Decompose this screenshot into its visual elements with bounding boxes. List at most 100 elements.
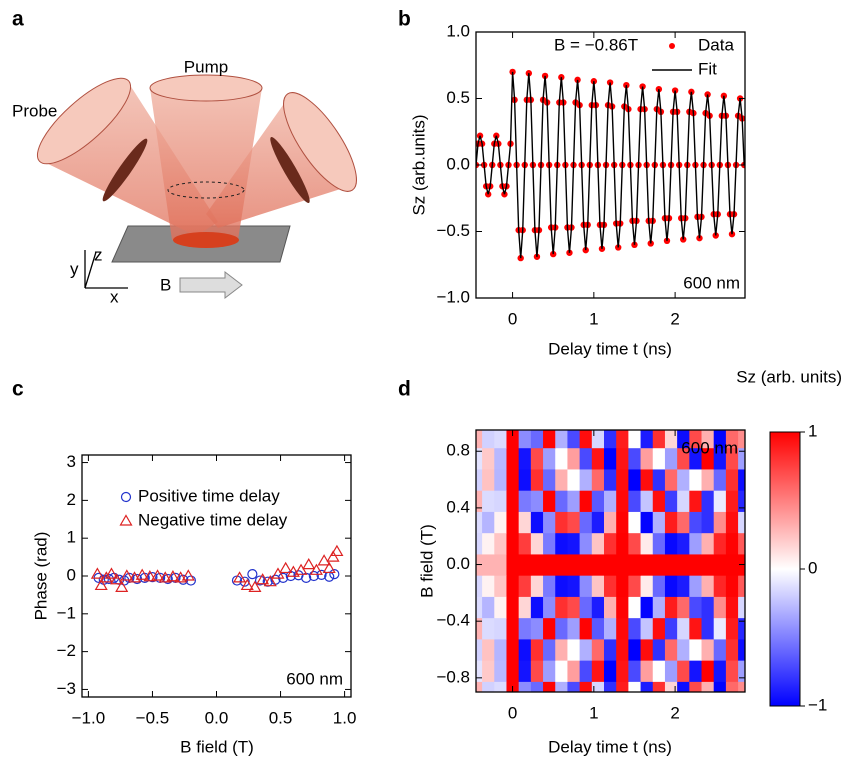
heatmap-cell	[701, 511, 715, 534]
heatmap-cell	[701, 617, 715, 640]
heatmap-cell	[725, 596, 739, 619]
heatmap-cell	[689, 430, 703, 449]
heatmap-cell	[603, 638, 617, 661]
heatmap-cell	[579, 575, 593, 597]
x-tick-label: 0	[508, 703, 517, 722]
heatmap-cell	[494, 660, 507, 682]
heatmap-cell	[664, 532, 678, 555]
heatmap-cell	[701, 681, 715, 692]
colorbar-label: Sz (arb. units)	[736, 367, 842, 386]
heatmap-cell	[506, 660, 520, 682]
field-label: B	[160, 275, 171, 294]
heatmap-cell	[628, 468, 642, 491]
spot	[173, 232, 239, 248]
heatmap-cell	[482, 430, 495, 449]
polarizer	[270, 136, 310, 204]
heatmap-cell	[616, 532, 629, 555]
heatmap-cell	[530, 660, 544, 682]
heatmap-cell	[482, 511, 495, 534]
heatmap-cell	[506, 468, 520, 491]
heatmap-cell	[628, 553, 642, 576]
heatmap-cell	[652, 575, 666, 597]
heatmap-cell	[628, 490, 642, 512]
heatmap-cell	[579, 490, 593, 512]
heatmap-cell	[543, 596, 556, 619]
heatmap-cell	[640, 447, 654, 470]
heatmap-cell	[543, 430, 556, 449]
heatmap-cell	[701, 553, 715, 576]
heatmap-cell	[543, 660, 556, 682]
data-point	[329, 569, 340, 580]
heatmap-cell	[494, 447, 507, 470]
heatmap-cell	[738, 681, 745, 692]
heatmap-cell	[506, 638, 520, 661]
y-tick-label: −0.8	[436, 667, 470, 686]
heatmap-cell	[506, 490, 520, 512]
heatmap-cell	[640, 430, 654, 449]
axis-arrow	[84, 251, 97, 289]
heatmap-cell	[518, 532, 532, 555]
heatmap-cell	[518, 660, 532, 682]
heatmap-cell	[579, 430, 593, 449]
heatmap-cell	[494, 468, 507, 491]
heatmap-cell	[689, 511, 703, 534]
heatmap-cell	[591, 553, 605, 576]
heatmap-cell	[567, 681, 581, 692]
heatmap-cell	[555, 553, 568, 576]
y-tick-label: 3	[67, 452, 76, 471]
data-point	[240, 578, 254, 591]
heatmap-cell	[640, 617, 654, 640]
field-arrow	[179, 270, 243, 300]
heatmap-cell	[543, 575, 556, 597]
heatmap-cell	[677, 596, 690, 619]
heatmap-cell	[689, 447, 703, 470]
legend-label: Positive time delay	[138, 486, 280, 505]
heatmap-cell	[482, 596, 495, 619]
data-point	[326, 550, 340, 562]
heatmap-cell	[518, 553, 532, 576]
heatmap-cell	[640, 468, 654, 491]
heatmap-cell	[677, 490, 690, 512]
heatmap-cell	[543, 447, 556, 470]
heatmap-cell	[476, 596, 483, 619]
x-axis-label: Delay time t (ns)	[548, 737, 672, 756]
heatmap-cell	[555, 596, 568, 619]
heatmap-cell	[652, 447, 666, 470]
heatmap-cell	[555, 447, 568, 470]
data-point	[158, 571, 172, 583]
data-point	[263, 574, 277, 587]
heatmap-cell	[494, 617, 507, 640]
data-point	[90, 567, 104, 579]
y-tick-label: 0.4	[446, 497, 470, 516]
heatmap-cell	[616, 575, 629, 597]
heatmap-cell	[652, 660, 666, 682]
heatmap-cell	[603, 490, 617, 512]
heatmap-cell	[555, 660, 568, 682]
heatmap-cell	[518, 511, 532, 534]
heatmap-cell	[591, 468, 605, 491]
heatmap	[476, 430, 745, 692]
heatmap-cell	[482, 490, 495, 512]
heatmap-cell	[738, 447, 745, 470]
heatmap-cell	[506, 575, 520, 597]
heatmap-cell	[591, 638, 605, 661]
data-point	[99, 571, 113, 583]
heatmap-cell	[652, 490, 666, 512]
heatmap-cell	[738, 532, 745, 555]
y-tick-label: 1	[67, 528, 76, 547]
heatmap-cell	[713, 617, 727, 640]
fit-line	[476, 71, 745, 259]
heatmap-cell	[701, 596, 715, 619]
heatmap-cell	[591, 511, 605, 534]
data-point	[162, 573, 173, 585]
heatmap-cell	[530, 681, 544, 692]
heatmap-cell	[591, 596, 605, 619]
data-point	[110, 573, 124, 585]
heatmap-cell	[494, 532, 507, 555]
heatmap-cell	[494, 553, 507, 576]
x-tick-label: 0.5	[269, 708, 293, 727]
panel-label: c	[12, 378, 24, 401]
data-point	[317, 554, 331, 566]
heatmap-cell	[738, 511, 745, 534]
y-tick-label: 0.0	[446, 554, 470, 573]
